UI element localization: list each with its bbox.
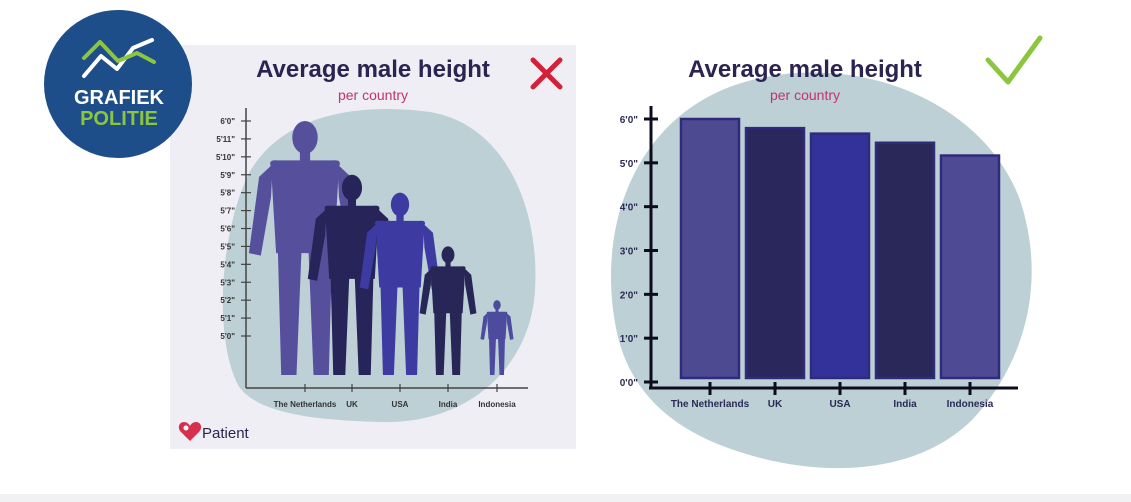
left-x-labels: The Netherlands UK USA India Indonesia	[274, 384, 516, 409]
right-x-label-indonesia: Indonesia	[947, 399, 994, 410]
left-figures	[248, 120, 514, 375]
bottom-band	[0, 494, 1131, 502]
right-chart-title: Average male height	[688, 56, 922, 83]
left-x-label-usa: USA	[392, 400, 409, 409]
right-x-label-india: India	[893, 399, 917, 410]
right-y-tick-label: 0'0"	[620, 378, 639, 389]
left-x-label-indonesia: Indonesia	[478, 400, 516, 409]
left-y-tick-label: 5'2"	[220, 296, 235, 305]
badge-line1: GRAFIEK	[74, 87, 165, 109]
right-x-labels: The Netherlands UK USA India Indonesia	[671, 382, 994, 410]
pictograph-chart: Average male height per country 6'0" 5'11…	[170, 45, 576, 449]
left-x-label-uk: UK	[346, 400, 358, 409]
figure-indonesia	[480, 300, 514, 375]
trend-line-icon-green	[82, 40, 156, 64]
bar-uk	[744, 126, 806, 380]
left-y-ticks: 6'0" 5'11" 5'10" 5'9" 5'8" 5'7" 5'6" 5'5" 5'4" 5'…	[216, 117, 251, 341]
cross-icon	[530, 57, 563, 90]
left-y-tick-label: 5'8"	[220, 189, 235, 198]
right-y-tick-label: 3'0"	[620, 247, 639, 258]
right-y-tick-label: 5'0"	[620, 159, 639, 170]
right-y-tick-label: 2'0"	[620, 290, 639, 301]
left-y-tick-label: 5'10"	[216, 153, 235, 162]
left-x-label-india: India	[439, 400, 458, 409]
right-x-label-usa: USA	[829, 399, 850, 410]
left-y-tick-label: 5'11"	[216, 135, 235, 144]
left-y-tick-label: 5'1"	[220, 314, 235, 323]
heart-icon-dot	[183, 425, 189, 431]
left-y-tick-label: 5'0"	[220, 332, 235, 341]
right-bars	[679, 117, 1001, 380]
patient-logo: Patient	[178, 422, 250, 442]
bar-india	[874, 141, 936, 380]
right-chart-subtitle: per country	[770, 87, 840, 103]
bar-usa	[809, 132, 871, 380]
left-y-axis	[245, 108, 528, 389]
left-y-tick-label: 5'7"	[220, 207, 235, 216]
left-y-tick-label: 5'6"	[220, 225, 235, 234]
left-chart-subtitle: per country	[338, 87, 408, 103]
figure-the-netherlands	[248, 120, 362, 375]
figure-usa	[359, 192, 441, 375]
left-chart-title: Average male height	[256, 56, 490, 83]
left-y-tick-label: 6'0"	[220, 117, 235, 126]
left-y-tick-label: 5'5"	[220, 242, 235, 251]
checkmark-icon	[985, 35, 1043, 85]
right-y-tick-label: 6'0"	[620, 115, 639, 126]
bar-the-netherlands	[679, 117, 741, 380]
left-y-tick-label: 5'4"	[220, 260, 235, 269]
right-x-label-the-netherlands: The Netherlands	[671, 399, 750, 410]
bar-indonesia	[939, 154, 1001, 380]
right-y-tick-label: 4'0"	[620, 203, 639, 214]
right-x-label-uk: UK	[768, 399, 783, 410]
trend-line-icon-white	[82, 38, 154, 78]
figure-india	[419, 246, 477, 375]
patient-logo-text: Patient	[202, 425, 250, 442]
bar-chart: Average male height per country 0'0" 1'0"…	[610, 35, 1043, 469]
grafiek-politie-logo: GRAFIEK POLITIE	[44, 10, 192, 158]
badge-line2: POLITIE	[80, 108, 158, 130]
right-y-tick-label: 1'0"	[620, 334, 639, 345]
left-x-label-the-netherlands: The Netherlands	[274, 400, 337, 409]
badge-circle	[44, 10, 192, 158]
left-y-tick-label: 5'9"	[220, 171, 235, 180]
left-y-tick-label: 5'3"	[220, 278, 235, 287]
